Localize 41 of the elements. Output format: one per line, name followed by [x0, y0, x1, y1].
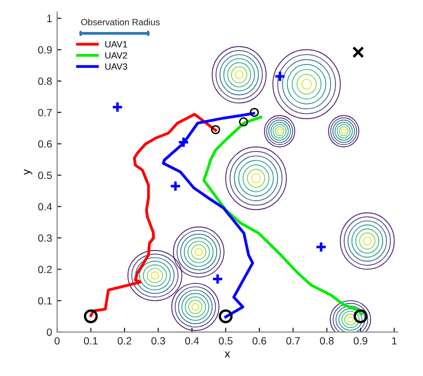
x-tick-label: 0.1	[84, 337, 98, 345]
x-tick-label: 0.3	[151, 337, 166, 345]
y-tick-label: 0.1	[38, 297, 52, 305]
point	[315, 241, 327, 253]
y-tick-label: 0.9	[38, 46, 52, 54]
x-tick-label: 0.2	[118, 337, 132, 345]
x-tick-label: 0.7	[286, 337, 300, 345]
point	[352, 46, 364, 58]
point	[212, 273, 224, 285]
x-tick-label: 0	[54, 337, 60, 345]
x-axis-title: x	[224, 352, 230, 358]
series-label: Observation Radius	[81, 18, 160, 26]
y-tick-label: 0.6	[38, 140, 52, 148]
x-tick-label: 1	[392, 337, 397, 344]
y-tick-label: 0.4	[38, 203, 52, 210]
x-tick-label: 0.9	[354, 337, 368, 345]
y-tick-label: 0.2	[38, 266, 52, 274]
legend-label: UAV1	[105, 41, 128, 48]
point	[238, 117, 248, 126]
y-tick-label: 1	[47, 14, 52, 22]
y-tick-label: 0.7	[38, 108, 52, 116]
x-tick-label: 0.6	[252, 337, 266, 345]
point	[178, 136, 190, 148]
point	[354, 309, 368, 324]
x-tick-label: 0.5	[218, 337, 232, 345]
legend-label: UAV3	[105, 63, 128, 70]
y-axis-title: y	[24, 169, 32, 175]
point	[84, 309, 98, 324]
y-tick-label: 0.8	[38, 78, 52, 85]
y-tick-label: 0.5	[38, 172, 52, 180]
x-tick-label: 0.4	[185, 337, 199, 345]
point	[210, 125, 220, 134]
point	[112, 101, 124, 113]
y-tick-label: 0	[46, 328, 52, 336]
point	[218, 309, 233, 324]
legend-label: UAV2	[105, 52, 128, 59]
point	[170, 180, 182, 192]
point	[274, 70, 286, 82]
x-tick-label: 0.8	[320, 337, 334, 345]
point	[250, 108, 259, 118]
y-tick-label: 0.3	[38, 234, 52, 242]
